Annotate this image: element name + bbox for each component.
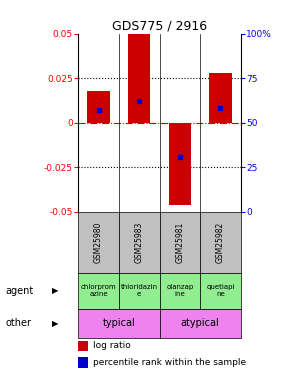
Text: typical: typical [103,318,135,328]
Text: other: other [6,318,32,328]
Text: ▶: ▶ [52,319,59,328]
Text: GSM25983: GSM25983 [135,222,144,263]
Bar [78,211,119,273]
Bar [160,211,200,273]
Text: GSM25982: GSM25982 [216,222,225,263]
Bar [160,273,200,309]
Text: GSM25981: GSM25981 [175,222,184,263]
Text: atypical: atypical [181,318,220,328]
Text: percentile rank within the sample: percentile rank within the sample [93,358,246,367]
Text: GSM25980: GSM25980 [94,222,103,263]
Bar [119,211,160,273]
Title: GDS775 / 2916: GDS775 / 2916 [112,20,207,33]
Text: agent: agent [6,286,34,296]
Bar [78,340,88,351]
Bar [78,309,160,338]
Bar [88,91,110,123]
Bar [209,73,231,123]
Bar [200,211,241,273]
Text: chlorprom
azine: chlorprom azine [81,284,116,297]
Bar [128,34,150,123]
Bar [168,123,191,204]
Bar [78,357,88,368]
Text: log ratio: log ratio [93,341,131,350]
Text: ▶: ▶ [52,286,59,296]
Bar [200,273,241,309]
Bar [160,309,241,338]
Bar [78,273,119,309]
Text: olanzap
ine: olanzap ine [166,284,193,297]
Text: thioridazin
e: thioridazin e [121,284,158,297]
Bar [119,273,160,309]
Text: quetiapi
ne: quetiapi ne [206,284,235,297]
